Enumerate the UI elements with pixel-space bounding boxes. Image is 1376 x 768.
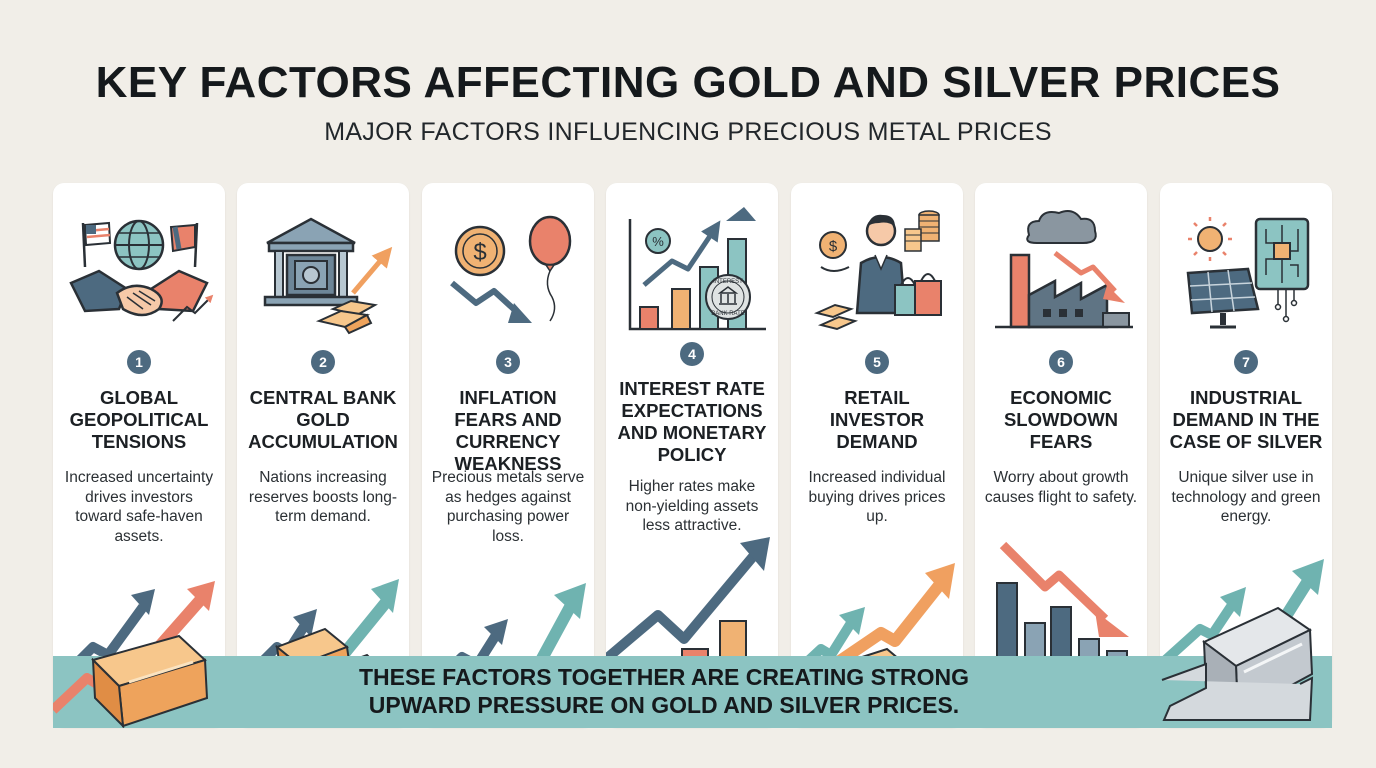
handshake-globe-flags-icon	[69, 219, 214, 322]
summary-banner-text: THESE FACTORS TOGETHER ARE CREATING STRO…	[53, 663, 1275, 719]
factor-description: Precious metals serve as hedges against …	[431, 469, 585, 545]
factor-card-retail-investor: $ 5 RETAIL INVESTOR DEMAND Increased ind…	[791, 183, 963, 727]
factor-card-economic-slowdown: 6 ECONOMIC SLOWDOWN FEARS Worry about gr…	[975, 183, 1147, 727]
factor-title: ECONOMIC SLOWDOWN FEARS	[1003, 387, 1119, 452]
factor-title: GLOBAL GEOPOLITICAL TENSIONS	[69, 387, 209, 452]
page-subtitle: MAJOR FACTORS INFLUENCING PRECIOUS METAL…	[324, 118, 1052, 146]
factor-title: INTEREST RATE EXPECTATIONS AND MONETARY …	[617, 378, 767, 465]
factor-number: 7	[1234, 350, 1258, 374]
factor-description: Nations increasing reserves boosts long-…	[248, 469, 398, 525]
solar-panel-circuit-icon	[1186, 217, 1310, 329]
factor-card-inflation: $ 3 INFLATION FEARS AND CURRENCY WEAKNES…	[422, 183, 594, 727]
factor-card-industrial-silver: 7 INDUSTRIAL DEMAND IN THE CASE OF SILVE…	[1160, 183, 1332, 727]
banner-line-1: THESE FACTORS TOGETHER ARE CREATING STRO…	[359, 664, 969, 690]
stamp-top-text: INTEREST	[713, 279, 743, 285]
bank-vault-gold-icon	[263, 217, 393, 335]
factor-card-interest-rate: % INTEREST BANK RATE 4 INTEREST RATE EXP…	[606, 183, 778, 727]
factor-description: Higher rates make non-yielding assets le…	[625, 478, 759, 534]
factor-description: Unique silver use in technology and gree…	[1171, 469, 1321, 525]
factor-title: CENTRAL BANK GOLD ACCUMULATION	[248, 387, 398, 452]
factor-title: RETAIL INVESTOR DEMAND	[829, 387, 925, 452]
factor-number: 5	[865, 350, 889, 374]
factor-number: 6	[1049, 350, 1073, 374]
factor-number: 1	[127, 350, 151, 374]
factor-title: INFLATION FEARS AND CURRENCY WEAKNESS	[454, 387, 562, 474]
factor-card-geopolitical: 1 GLOBAL GEOPOLITICAL TENSIONS Increased…	[53, 183, 225, 727]
summary-banner	[53, 656, 1332, 728]
factor-number: 4	[680, 342, 704, 366]
factory-decline-icon	[995, 210, 1133, 329]
svg-text:$: $	[829, 238, 838, 255]
page-title: KEY FACTORS AFFECTING GOLD AND SILVER PR…	[95, 58, 1281, 107]
factor-description: Increased uncertainty drives investors t…	[64, 469, 214, 545]
factor-title: INDUSTRIAL DEMAND IN THE CASE OF SILVER	[1169, 387, 1323, 452]
stamp-bottom-text: BANK RATE	[711, 311, 745, 317]
dollar-balloon-decline-icon: $	[450, 215, 572, 323]
factor-number: 3	[496, 350, 520, 374]
factor-description: Increased individual buying drives price…	[808, 469, 946, 525]
interest-rate-chart-icon: % INTEREST BANK RATE	[628, 207, 766, 331]
factor-description: Worry about growth causes flight to safe…	[984, 469, 1138, 506]
svg-text:$: $	[473, 239, 486, 266]
investor-coins-shopping-icon: $	[813, 210, 942, 331]
banner-line-2: UPWARD PRESSURE ON GOLD AND SILVER PRICE…	[368, 692, 960, 718]
factor-card-central-bank: 2 CENTRAL BANK GOLD ACCUMULATION Nations…	[237, 183, 409, 727]
svg-text:%: %	[652, 234, 664, 249]
factor-number: 2	[311, 350, 335, 374]
